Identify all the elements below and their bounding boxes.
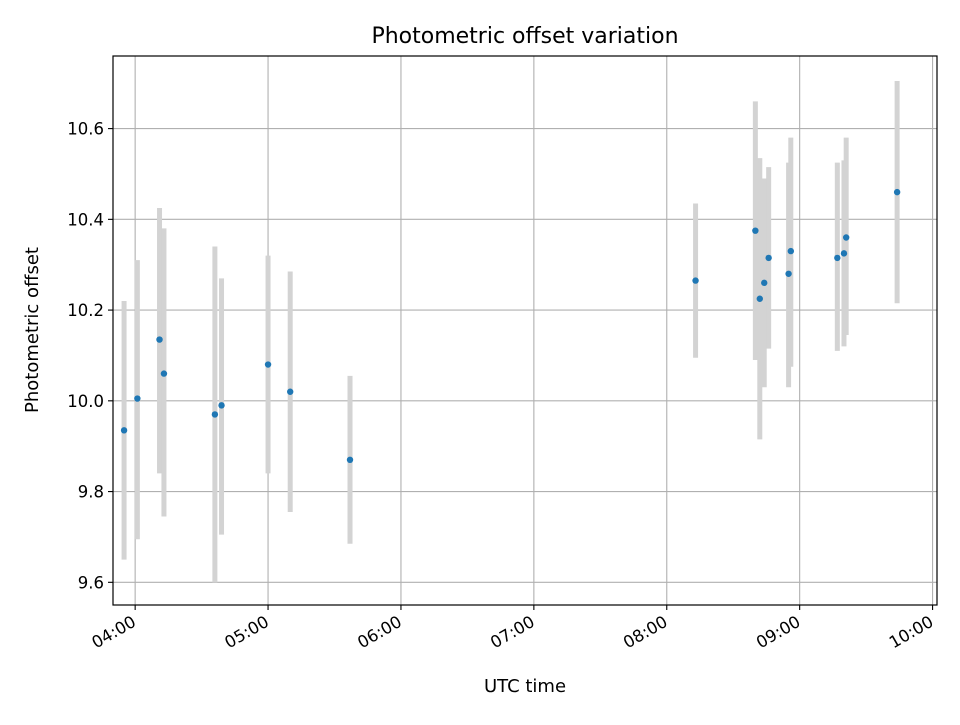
data-points — [120, 188, 901, 464]
data-point — [264, 361, 272, 368]
data-point — [692, 277, 699, 284]
y-tick-label: 9.6 — [78, 573, 104, 592]
plot-frame — [112, 55, 938, 606]
data-point — [287, 388, 294, 395]
data-point — [156, 336, 163, 343]
data-point — [761, 279, 768, 287]
data-point — [756, 295, 763, 302]
x-axis-label: UTC time — [484, 676, 566, 697]
data-point — [211, 411, 219, 418]
data-point — [787, 247, 795, 255]
y-tick-label: 9.8 — [78, 483, 104, 502]
data-point — [785, 270, 792, 277]
data-point — [834, 254, 841, 262]
chart-title: Photometric offset variation — [371, 24, 678, 49]
data-point — [842, 234, 850, 241]
data-point — [752, 227, 759, 234]
y-tick-label: 10.6 — [67, 120, 104, 139]
y-tick-label: 10.0 — [67, 392, 104, 411]
data-point — [346, 456, 354, 464]
data-point — [893, 188, 901, 196]
data-point — [840, 250, 848, 257]
y-tick-label: 10.2 — [67, 301, 104, 320]
data-point — [120, 427, 128, 434]
y-tick-label: 10.4 — [67, 210, 104, 229]
plot-area — [113, 56, 937, 605]
y-axis-ticks: 9.6 9.8 10.0 10.2 10.4 10.6 — [67, 120, 113, 592]
y-axis-label: Photometric offset — [22, 247, 43, 413]
data-point — [218, 402, 225, 409]
data-point — [134, 395, 141, 402]
data-point — [160, 370, 168, 377]
data-point — [765, 254, 772, 262]
